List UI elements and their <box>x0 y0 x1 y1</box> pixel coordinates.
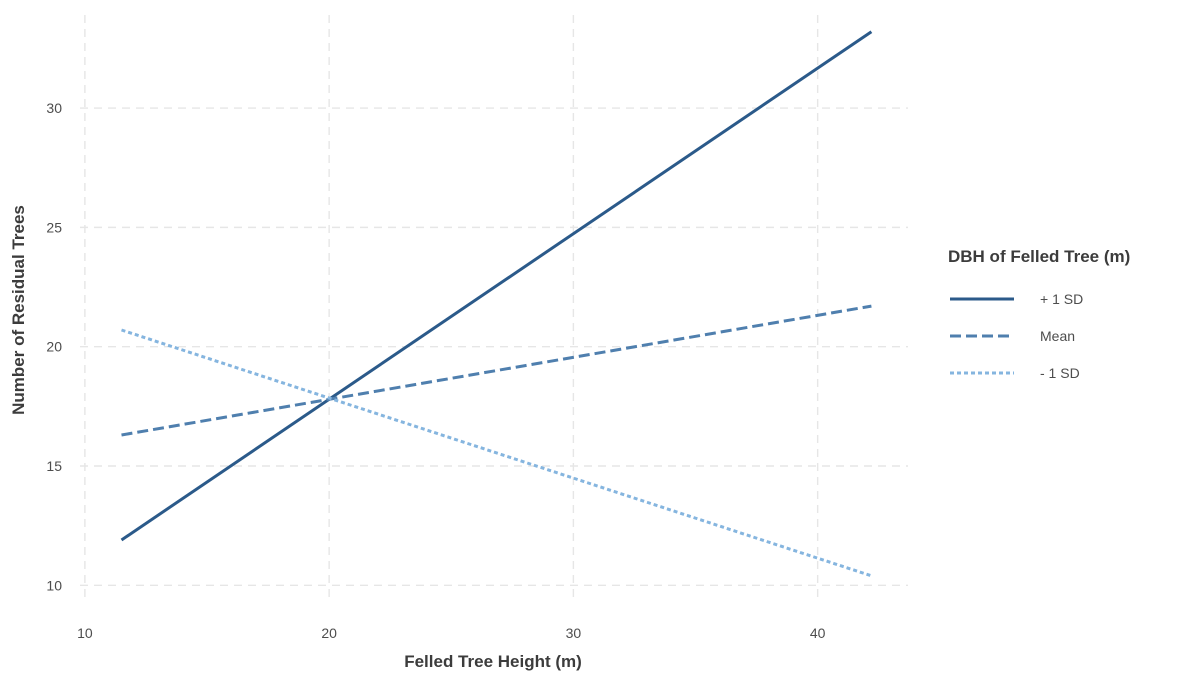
series-line-3 <box>121 328 872 578</box>
legend-label-3: - 1 SD <box>1040 365 1080 381</box>
y-axis-title: Number of Residual Trees <box>9 205 28 415</box>
y-tick-label: 20 <box>46 339 62 355</box>
series-line-2 <box>121 304 872 437</box>
legend-label-1: + 1 SD <box>1040 291 1083 307</box>
x-axis-title: Felled Tree Height (m) <box>404 652 582 671</box>
legend-label-2: Mean <box>1040 328 1075 344</box>
y-tick-label: 15 <box>46 458 62 474</box>
x-tick-label: 40 <box>810 625 826 641</box>
series-line-1 <box>120 30 873 542</box>
legend-title: DBH of Felled Tree (m) <box>948 247 1130 266</box>
legend: DBH of Felled Tree (m) + 1 SD Mean - 1 SD <box>948 247 1130 381</box>
tick-labels: 10 20 30 40 10 15 20 25 30 <box>46 100 825 641</box>
y-tick-label: 30 <box>46 100 62 116</box>
y-tick-label: 10 <box>46 577 62 593</box>
x-tick-label: 30 <box>566 625 582 641</box>
grid <box>80 15 908 602</box>
series-lines <box>120 30 873 578</box>
x-tick-label: 10 <box>77 625 93 641</box>
y-tick-label: 25 <box>46 219 62 235</box>
x-tick-label: 20 <box>321 625 337 641</box>
